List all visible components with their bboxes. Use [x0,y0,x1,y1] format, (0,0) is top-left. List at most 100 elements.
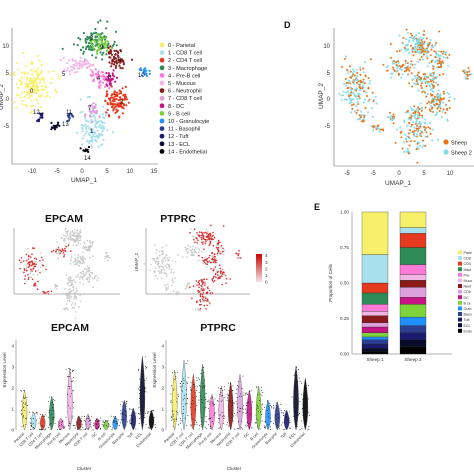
feature-point [201,241,203,244]
violin-point [266,410,268,412]
feature-point [212,244,215,247]
violin [227,381,234,431]
sheep-point [350,76,353,79]
feature-point [165,259,167,261]
sheep-point [344,57,346,60]
feature-point [39,266,42,268]
violin-point [116,423,118,425]
umap-point [84,60,87,63]
umap-point [97,145,100,148]
violin-point [61,424,63,426]
feature-point [67,237,70,240]
umap-point [36,87,39,90]
feature-point [68,288,70,291]
feature-point [203,278,206,281]
umap-point [29,77,32,80]
feature-point [212,260,215,262]
sheep-point [423,121,426,124]
violin-point [139,386,141,388]
umap-point [121,67,124,70]
umap-point [29,86,32,89]
violin-point [228,419,230,421]
violin-point [74,425,76,426]
sheep-point [424,81,427,83]
violin-point [261,394,263,396]
feature-point [206,238,208,241]
feature-point [78,265,81,268]
cluster-label-3: 3 [90,36,94,42]
violin-point [187,376,189,378]
umap-clusters [9,19,151,153]
feature-point [56,285,59,288]
umap-point [95,76,98,79]
violin-point [95,418,97,420]
feature-point [13,269,16,271]
sheep-point [386,66,389,69]
violin-point [205,421,207,423]
sheep-point [432,81,435,84]
legend-swatch [159,88,165,93]
violin-point [89,420,91,421]
sheep-point [411,37,414,40]
violin-point [145,368,147,370]
umap-point [29,111,32,114]
feature-point [208,289,211,292]
violin-point [24,397,26,399]
violin-point [42,425,43,427]
violin-point [220,388,222,389]
feature-point [73,232,76,235]
umap-point [19,80,22,83]
umap-point [43,81,46,84]
feature-point [175,293,177,295]
x-axis-label: Cluster [227,466,242,471]
feature-point [237,257,240,259]
umap-point [72,43,76,46]
sheep-point [356,101,359,103]
violin-point [204,420,206,422]
umap-point [35,70,38,73]
sheep-point [361,85,364,88]
violin-point [198,377,200,379]
umap-point [97,85,101,88]
sheep-point [366,95,368,97]
feature-point [33,283,35,286]
violin-point [296,388,298,390]
legend-swatch [458,328,462,333]
sheep-point [390,114,393,117]
sheep-point [444,51,447,54]
violin-point [33,428,35,429]
sheep-point [419,36,422,39]
feature-point [67,294,70,297]
sheep-point [440,50,443,53]
sheep-point [409,129,411,132]
feature-point [79,231,82,234]
violin-point [301,428,303,430]
violin-point [180,422,182,424]
violin-point [198,378,200,380]
feature-point [89,239,91,242]
feature-point [74,240,76,243]
umap-point [105,95,108,98]
feature-point [162,250,164,253]
umap-point [88,36,91,40]
sheep-point [416,83,419,86]
sheep-point [438,95,441,98]
umap-point [91,38,94,42]
legend-label: 12 - Tuft [168,134,189,140]
feature-point [171,279,173,282]
violin-point [297,386,298,388]
feature-point [208,260,210,262]
bar-segment [399,274,427,281]
violin-point [133,421,135,423]
violin-point [242,375,244,377]
violin-point [234,412,235,414]
violin-point [44,429,46,431]
bar-segment [399,297,427,305]
sheep-point [359,89,362,92]
sheep-point [389,57,392,59]
feature-point [198,280,201,282]
violin-point [124,402,126,404]
sheep-point [392,113,395,116]
feature-point [32,263,34,266]
